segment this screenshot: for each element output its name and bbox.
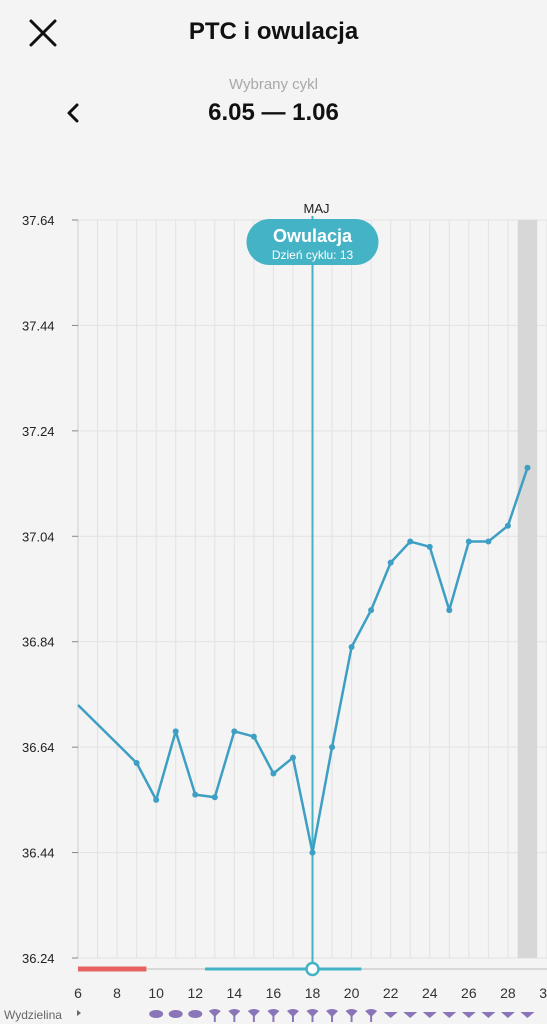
discharge-marker <box>383 1012 398 1018</box>
discharge-marker <box>461 1012 476 1018</box>
x-tick-label: 28 <box>500 985 516 1001</box>
y-axis: 37.64 37.44 37.24 37.04 36.84 36.64 36.44 36.24 <box>22 213 78 966</box>
x-tick-label: 12 <box>187 985 203 1001</box>
discharge-marker <box>520 1012 535 1018</box>
y-tick-label: 36.44 <box>22 846 55 861</box>
ovulation-title: Owulacja <box>273 226 353 246</box>
temperature-point <box>153 796 160 803</box>
x-tick-label: 20 <box>344 985 360 1001</box>
temperature-point <box>250 733 257 740</box>
discharge-marker <box>247 1009 260 1022</box>
previous-cycle-button[interactable] <box>60 98 88 128</box>
y-tick-label: 37.24 <box>22 424 55 439</box>
ovulation-subtitle: Dzień cyklu: 13 <box>272 248 354 262</box>
temperature-point <box>270 770 277 777</box>
x-tick-label: 26 <box>461 985 477 1001</box>
cycle-phase-bars <box>78 961 547 977</box>
y-tick-label: 36.84 <box>22 635 55 650</box>
temperature-point <box>387 559 394 566</box>
discharge-legend-label: Wydzielina <box>4 1008 62 1022</box>
y-tick-label: 37.64 <box>22 213 55 228</box>
x-axis: 6 8 10 12 14 16 18 20 22 24 26 28 30 <box>74 985 547 1001</box>
temperature-point <box>289 754 296 761</box>
ovulation-bubble-bg <box>246 219 379 265</box>
discharge-marker <box>228 1009 241 1022</box>
page-title: PTC i owulacja <box>188 18 359 45</box>
discharge-marker <box>500 1012 515 1018</box>
cycle-caption: Wybrany cykl <box>228 76 319 93</box>
month-label: MAJ <box>304 201 330 216</box>
discharge-marker <box>149 1010 164 1018</box>
temperature-points <box>133 464 531 856</box>
x-tick-label: 18 <box>305 985 321 1001</box>
shaded-day-column <box>517 220 538 958</box>
temperature-point <box>211 794 218 801</box>
close-icon <box>29 19 57 47</box>
x-tick-label: 10 <box>148 985 164 1001</box>
temperature-chart[interactable]: 37.64 37.44 37.24 37.04 36.84 36.64 36.44 36.24… <box>0 190 547 1024</box>
temperature-point <box>426 543 433 550</box>
temperature-point <box>348 643 355 650</box>
temperature-point <box>133 759 140 766</box>
temperature-point <box>231 728 238 735</box>
discharge-marker <box>422 1012 437 1018</box>
temperature-line <box>77 467 529 854</box>
chevron-left-icon <box>67 103 79 123</box>
x-tick-label: 8 <box>113 985 121 1001</box>
x-tick-label: 16 <box>266 985 282 1001</box>
x-tick-label: 30 <box>539 985 547 1001</box>
temperature-point <box>485 538 492 545</box>
temperature-point <box>192 791 199 798</box>
x-tick-label: 14 <box>227 985 243 1001</box>
temperature-point <box>368 607 375 614</box>
discharge-marker <box>168 1010 183 1018</box>
chart-grid <box>77 219 547 959</box>
y-tick-label: 36.24 <box>22 951 55 966</box>
temperature-point <box>446 607 453 614</box>
discharge-marker <box>306 1009 319 1022</box>
discharge-marker <box>267 1009 280 1022</box>
discharge-marker <box>442 1012 457 1018</box>
close-button[interactable] <box>26 16 60 50</box>
x-tick-label: 24 <box>422 985 438 1001</box>
temperature-point <box>504 522 511 529</box>
cycle-range: 6.05 — 1.06 <box>208 99 339 126</box>
temperature-point <box>465 538 472 545</box>
x-tick-label: 6 <box>74 985 82 1001</box>
temperature-point <box>329 744 336 751</box>
discharge-marker <box>365 1009 378 1022</box>
legend-arrow-icon <box>77 1010 81 1016</box>
y-tick-label: 36.64 <box>22 740 55 755</box>
discharge-marker <box>345 1009 358 1022</box>
discharge-marker <box>481 1012 496 1018</box>
x-tick-label: 22 <box>383 985 399 1001</box>
ovulation-marker <box>305 961 320 977</box>
ovulation-bubble[interactable]: Owulacja Dzień cyklu: 13 <box>246 219 379 265</box>
discharge-marker <box>208 1009 221 1022</box>
y-tick-label: 37.04 <box>22 529 55 544</box>
y-tick-label: 37.44 <box>22 318 55 333</box>
temperature-point <box>407 538 414 545</box>
discharge-marker <box>286 1009 299 1022</box>
temperature-point <box>524 464 531 471</box>
discharge-marker <box>403 1012 418 1018</box>
temperature-point <box>172 728 179 735</box>
temperature-point <box>309 849 316 856</box>
discharge-markers <box>77 1009 535 1022</box>
discharge-marker <box>326 1009 339 1022</box>
discharge-marker <box>188 1010 203 1018</box>
